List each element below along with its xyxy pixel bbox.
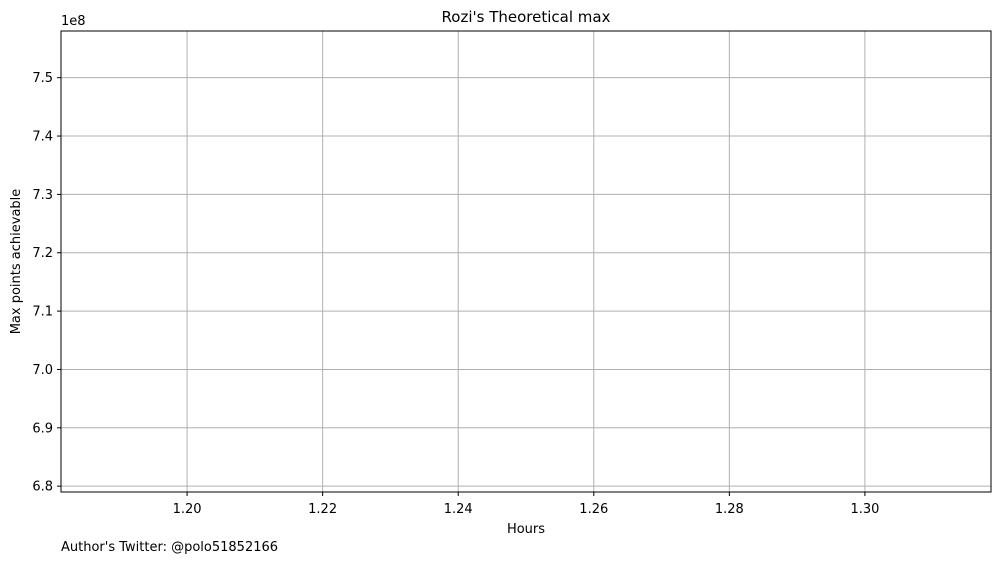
x-tick-label: 1.26	[579, 502, 608, 517]
y-tick-label: 7.0	[32, 363, 53, 378]
x-tick-label: 1.30	[850, 502, 879, 517]
y-tick-label: 7.4	[32, 130, 53, 145]
y-tick-label: 7.3	[32, 188, 53, 203]
x-axis-ticks: 1.20 1.22 1.24 1.26 1.28 1.30	[173, 492, 879, 517]
x-axis-label: Hours	[507, 522, 545, 537]
y-tick-label: 6.8	[32, 480, 53, 495]
x-tick-label: 1.20	[173, 502, 202, 517]
y-tick-label: 7.5	[32, 71, 53, 86]
grid	[61, 31, 991, 492]
x-tick-label: 1.24	[444, 502, 473, 517]
x-tick-label: 1.28	[715, 502, 744, 517]
x-tick-label: 1.22	[308, 502, 337, 517]
y-axis-ticks: 6.8 6.9 7.0 7.1 7.2 7.3 7.4 7.5	[32, 71, 61, 495]
plot-frame	[60, 30, 992, 493]
chart-title: Rozi's Theoretical max	[442, 8, 611, 26]
y-tick-label: 7.1	[32, 305, 53, 320]
y-tick-label: 7.2	[32, 246, 53, 261]
author-footer: Author's Twitter: @polo51852166	[61, 540, 278, 555]
y-axis-offset-label: 1e8	[61, 14, 86, 29]
y-tick-label: 6.9	[32, 421, 53, 436]
y-axis-label: Max points achievable	[9, 189, 24, 335]
